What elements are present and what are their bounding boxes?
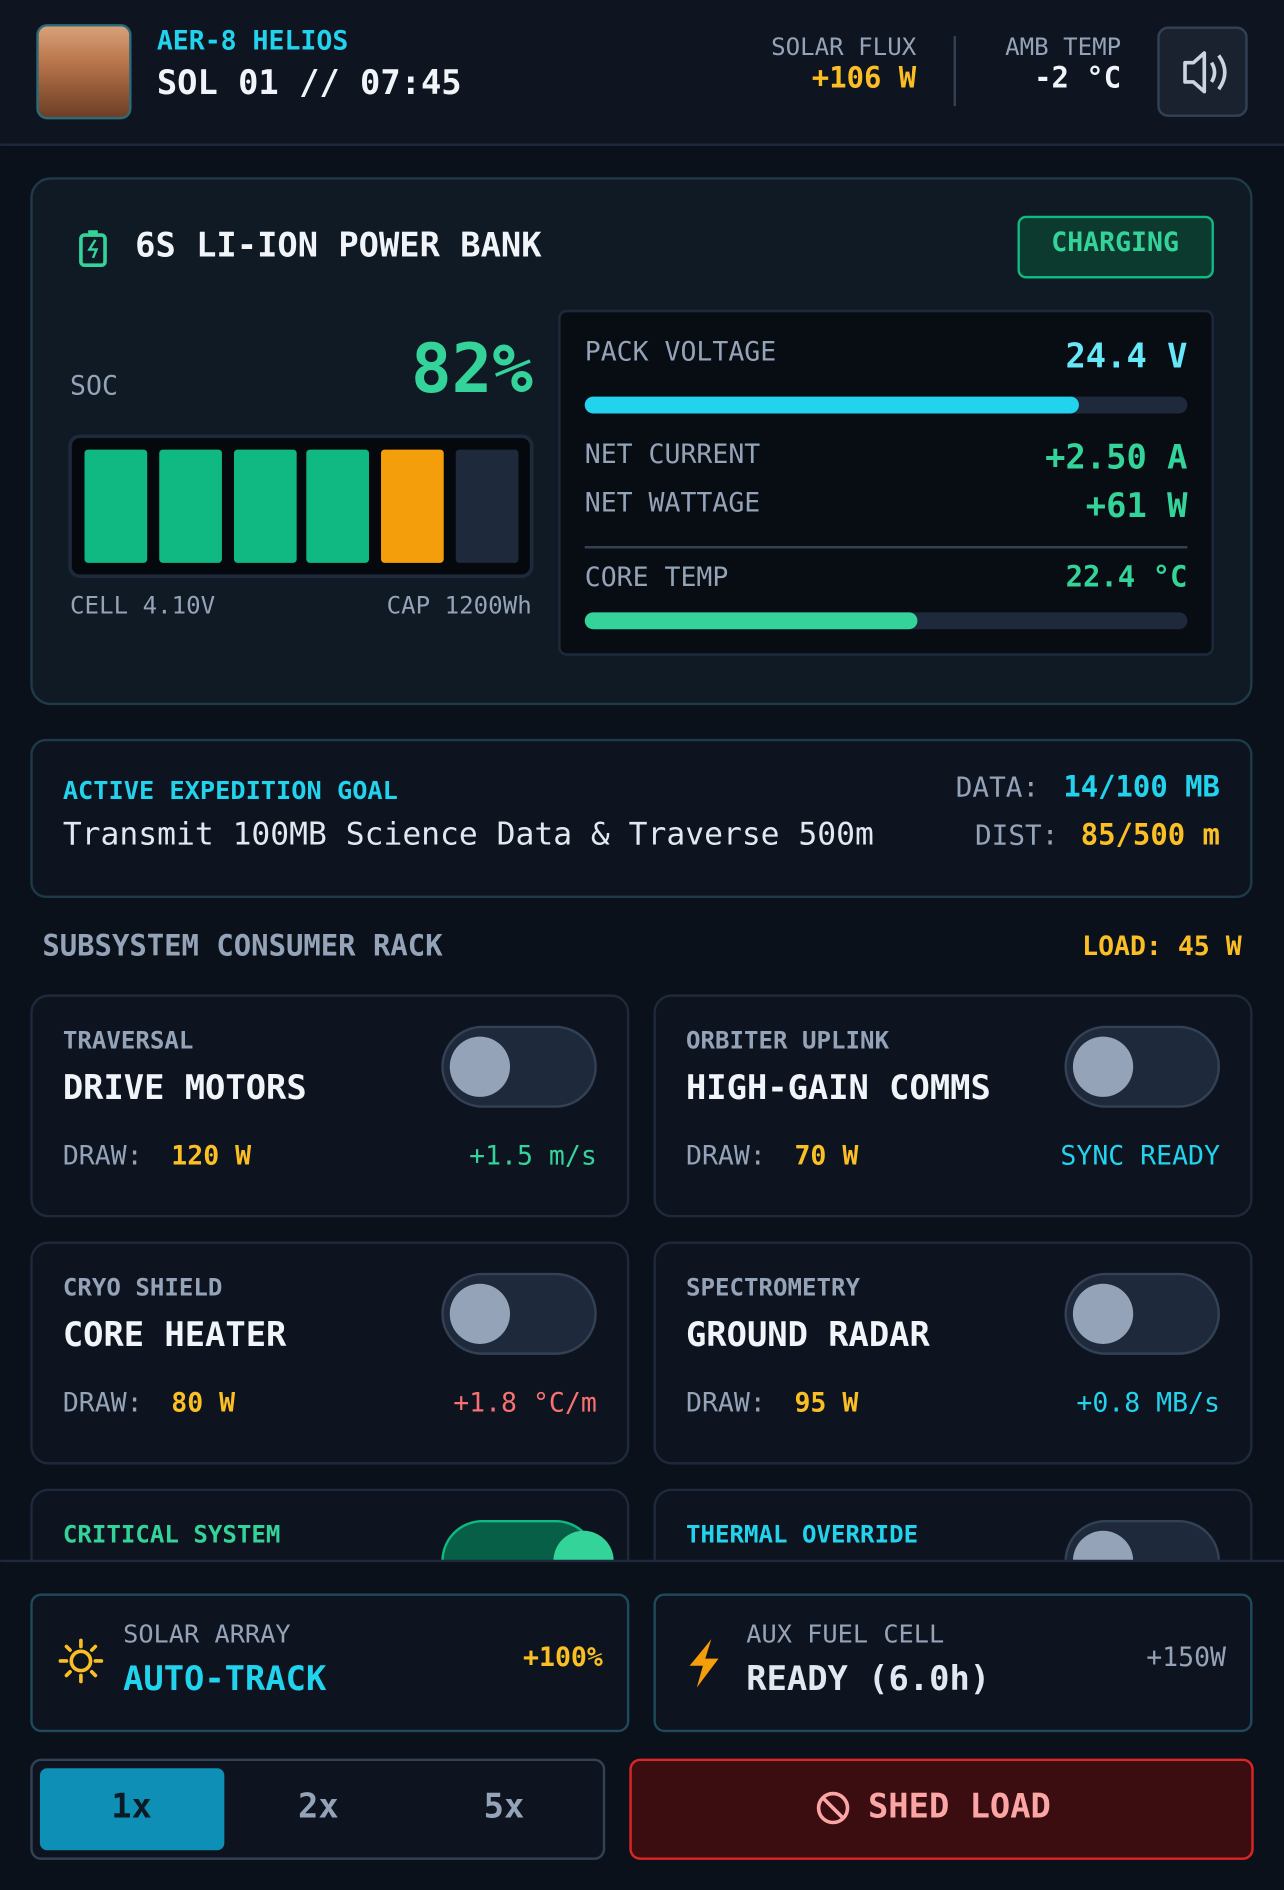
metric-label: PACK VOLTAGE: [585, 337, 776, 368]
source-card: [30, 1593, 630, 1733]
card-name: CORE HEATER: [63, 1315, 287, 1354]
toggle-knob[interactable]: [553, 1530, 614, 1591]
battery-cell: [233, 449, 297, 563]
rack-title: SUBSYSTEM CONSUMER RACK: [42, 928, 443, 962]
source-label: AUX FUEL CELL: [746, 1620, 944, 1649]
card-category: CRYO SHIELD: [63, 1274, 223, 1302]
draw-label: DRAW:: [63, 1388, 143, 1419]
speaker-icon[interactable]: [1183, 51, 1227, 94]
goal-text: Transmit 100MB Science Data & Traverse 5…: [63, 816, 874, 852]
data-label: DATA:: [956, 770, 1039, 803]
amb-temp-value: -2 °C: [1034, 61, 1121, 95]
battery-cell: [306, 449, 369, 563]
draw-label: DRAW:: [686, 1141, 766, 1172]
shed-label[interactable]: SHED LOAD: [868, 1787, 1051, 1826]
sun-rays: [58, 1638, 104, 1684]
power-bank-title: 6S LI-ION POWER BANK: [135, 226, 542, 265]
toggle-knob[interactable]: [1072, 1530, 1134, 1591]
draw-value: 80 W: [171, 1388, 235, 1419]
card-category: CRITICAL SYSTEM: [63, 1521, 281, 1549]
metric-label: CORE TEMP: [585, 562, 729, 593]
card-category: TRAVERSAL: [63, 1026, 194, 1054]
sound-button[interactable]: [1157, 26, 1248, 117]
source-label: SOLAR ARRAY: [123, 1620, 291, 1649]
card-category: ORBITER UPLINK: [686, 1026, 890, 1054]
header-bar: [0, 0, 1284, 145]
battery-cell: [455, 449, 519, 563]
card-category: SPECTROMETRY: [686, 1274, 861, 1302]
battery-cell: [381, 449, 444, 563]
shed-icon-slash[interactable]: [822, 1797, 844, 1819]
metric-label: NET CURRENT: [585, 439, 761, 470]
solar-flux-label: SOLAR FLUX: [771, 33, 917, 61]
speed-active: [39, 1768, 225, 1851]
battery-tip: [88, 230, 98, 236]
draw-label: DRAW:: [63, 1141, 143, 1172]
source-status: READY (6.0h): [746, 1659, 990, 1698]
toggle-knob[interactable]: [1072, 1036, 1134, 1097]
goal-label: ACTIVE EXPEDITION GOAL: [63, 776, 398, 805]
metric-value: +2.50 A: [1045, 438, 1187, 477]
voltage-fill: [584, 396, 1079, 414]
source-value: +100%: [523, 1642, 603, 1673]
draw-value: 70 W: [794, 1141, 858, 1172]
unit-name: AER-8 HELIOS: [157, 26, 348, 57]
card-rate: +0.8 MB/s: [1076, 1388, 1220, 1419]
shed-button-bg[interactable]: [629, 1758, 1254, 1860]
card-rate: SYNC READY: [1060, 1141, 1220, 1172]
dist-label: DIST:: [975, 819, 1058, 852]
card-name: GROUND RADAR: [686, 1315, 931, 1354]
card-rate: +1.5 m/s: [469, 1141, 597, 1172]
status-badge: [1017, 215, 1214, 279]
speed-option[interactable]: 1x: [111, 1787, 152, 1826]
card-name: DRIVE MOTORS: [63, 1068, 307, 1107]
metric-value: 22.4 °C: [1066, 560, 1188, 594]
source-value: +150W: [1146, 1642, 1226, 1673]
data-value: 14/100 MB: [1063, 769, 1220, 803]
toggle-knob[interactable]: [449, 1036, 511, 1097]
solar-flux-value: +106 W: [812, 61, 917, 95]
card-rate: +1.8 °C/m: [453, 1388, 597, 1419]
sun-icon: [58, 1638, 104, 1684]
card-category: THERMAL OVERRIDE: [686, 1521, 918, 1549]
speed-option[interactable]: 5x: [484, 1787, 525, 1826]
draw-value: 95 W: [794, 1388, 858, 1419]
shed-icon[interactable]: [816, 1791, 850, 1825]
metric-label: NET WATTAGE: [585, 487, 761, 518]
status-text: CHARGING: [1051, 227, 1179, 258]
cell-voltage: CELL 4.10V: [70, 591, 215, 619]
battery-icon: [79, 230, 107, 267]
capacity: CAP 1200Wh: [387, 591, 532, 619]
draw-label: DRAW:: [686, 1388, 766, 1419]
battery-bolt: [87, 239, 99, 259]
toggle-knob[interactable]: [1072, 1283, 1134, 1344]
rack-load: LOAD: 45 W: [1082, 931, 1242, 962]
source-status: AUTO-TRACK: [123, 1659, 327, 1698]
bolt-icon: [689, 1639, 719, 1688]
goal-panel: [30, 738, 1253, 898]
soc-value: 82%: [411, 329, 533, 408]
clock: SOL 01 // 07:45: [157, 63, 462, 102]
draw-value: 120 W: [171, 1141, 251, 1172]
battery-cell: [84, 449, 148, 563]
amb-temp-label: AMB TEMP: [1005, 33, 1121, 61]
speed-option[interactable]: 2x: [298, 1787, 339, 1826]
temp-fill: [584, 612, 918, 630]
shed-button[interactable]: SHED LOAD: [629, 1758, 1254, 1860]
card-name: HIGH-GAIN COMMS: [686, 1068, 991, 1107]
source-card: [653, 1593, 1253, 1733]
metric-value: +61 W: [1086, 486, 1188, 525]
soc-label: SOC: [70, 370, 118, 401]
avatar: [36, 24, 132, 120]
battery-cell: [159, 449, 222, 563]
metric-value: 24.4 V: [1066, 336, 1188, 375]
sound-button-bg[interactable]: [1157, 26, 1248, 117]
toggle-knob[interactable]: [449, 1283, 511, 1344]
dist-value: 85/500 m: [1081, 818, 1220, 852]
sun-core: [69, 1649, 93, 1673]
